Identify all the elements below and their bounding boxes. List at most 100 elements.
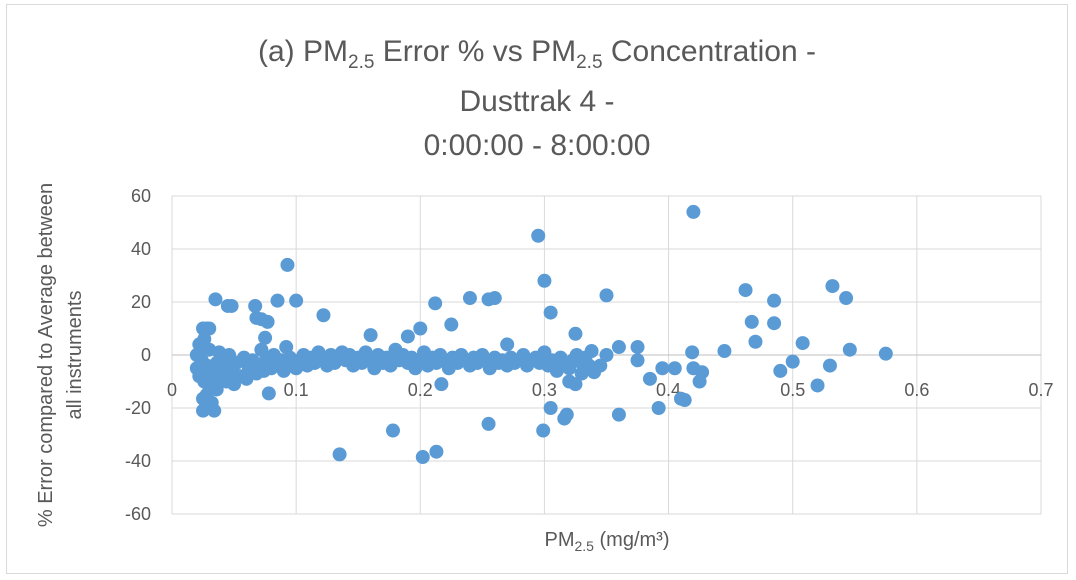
- data-point: [289, 293, 304, 308]
- data-point: [717, 344, 732, 359]
- data-point: [568, 326, 583, 341]
- x-tick-label: 0.3: [532, 380, 557, 400]
- data-point: [332, 447, 347, 462]
- data-point: [611, 340, 626, 355]
- data-point: [280, 257, 295, 272]
- data-point: [630, 340, 645, 355]
- data-point: [500, 337, 515, 352]
- data-point: [444, 317, 459, 332]
- y-axis-title: % Error compared to Average between all i…: [35, 183, 86, 527]
- x-axis-title: PM2.5 (mg/m³): [544, 529, 669, 554]
- data-point: [208, 292, 223, 307]
- data-point: [677, 393, 692, 408]
- data-point: [773, 363, 788, 378]
- y-axis-tick-labels: -60 -40 -20 0 20 40 60: [125, 186, 151, 524]
- data-point: [196, 391, 211, 406]
- title-text: Dusttrak 4 -: [459, 85, 614, 118]
- data-point: [487, 291, 502, 306]
- data-point: [248, 298, 263, 313]
- x-axis-tick-labels: 0 0.1 0.2 0.3 0.4 0.5 0.6 0.7: [167, 380, 1054, 400]
- data-point: [207, 403, 222, 418]
- y-tick-label: -40: [125, 451, 151, 471]
- data-point: [434, 377, 449, 392]
- data-point: [599, 348, 614, 362]
- data-point: [630, 353, 645, 368]
- data-point: [261, 386, 276, 401]
- title-line-3: 0:00:00 - 8:00:00: [424, 129, 651, 162]
- data-point: [767, 293, 782, 308]
- chart-title: (a) PM2.5 Error % vs PM2.5 Concentration…: [258, 35, 816, 162]
- y-tick-label: 40: [131, 239, 151, 259]
- data-point: [611, 407, 626, 422]
- data-point: [536, 423, 551, 438]
- data-point: [744, 314, 759, 329]
- data-point: [413, 321, 428, 336]
- y-tick-label: 20: [131, 292, 151, 312]
- y-tick-label: -60: [125, 504, 151, 524]
- data-point: [599, 288, 614, 303]
- title-line-1: (a) PM2.5 Error % vs PM2.5 Concentration…: [258, 35, 816, 73]
- data-point: [582, 358, 597, 373]
- data-point: [270, 293, 285, 308]
- data-point: [562, 374, 577, 389]
- x-tick-label: 0.1: [284, 380, 309, 400]
- data-point: [748, 334, 763, 349]
- scatter-chart: (a) PM2.5 Error % vs PM2.5 Concentration…: [35, 35, 1054, 554]
- title-text: (a) PM: [258, 35, 348, 68]
- y-axis-title-line-1: % Error compared to Average between: [35, 183, 57, 527]
- data-point: [481, 416, 496, 431]
- data-point: [839, 291, 854, 306]
- data-point: [202, 321, 217, 336]
- data-point: [543, 401, 558, 415]
- data-point: [197, 332, 212, 347]
- title-text: Concentration -: [603, 35, 816, 68]
- data-point: [825, 279, 840, 294]
- x-axis-title-text: PM: [544, 529, 574, 551]
- x-tick-label: 0.2: [408, 380, 433, 400]
- x-tick-label: 0: [167, 380, 177, 400]
- x-axis-title-units: (mg/m³): [594, 529, 670, 551]
- data-point: [276, 363, 291, 378]
- data-point: [810, 378, 825, 393]
- title-subscript: 2.5: [348, 52, 374, 73]
- data-point: [642, 371, 657, 386]
- data-point: [209, 382, 224, 397]
- x-axis-title-subscript: 2.5: [574, 538, 594, 554]
- data-point: [462, 291, 477, 306]
- data-point: [385, 423, 400, 438]
- x-tick-label: 0.7: [1028, 380, 1053, 400]
- data-point: [842, 342, 857, 357]
- data-point: [667, 361, 682, 376]
- x-tick-label: 0.5: [780, 380, 805, 400]
- data-point: [260, 314, 275, 329]
- data-point: [738, 283, 753, 298]
- data-point: [400, 329, 415, 344]
- y-tick-label: -20: [125, 398, 151, 418]
- data-point: [685, 345, 700, 360]
- title-text: Error % vs PM: [374, 35, 576, 68]
- data-point: [795, 336, 810, 351]
- data-point: [428, 296, 443, 311]
- data-point: [279, 340, 294, 355]
- data-points: [189, 204, 893, 465]
- x-tick-label: 0.4: [656, 380, 681, 400]
- data-point: [429, 444, 444, 459]
- y-axis-title-line-2: all instruments: [64, 291, 86, 420]
- title-line-2: Dusttrak 4 -: [459, 85, 614, 118]
- data-point: [557, 411, 572, 426]
- data-point: [196, 403, 211, 418]
- data-point: [686, 204, 701, 219]
- data-point: [316, 308, 331, 323]
- chart-frame: (a) PM2.5 Error % vs PM2.5 Concentration…: [6, 4, 1068, 574]
- y-tick-label: 0: [141, 345, 151, 365]
- data-point: [767, 316, 782, 331]
- title-subscript: 2.5: [576, 52, 602, 73]
- data-point: [822, 358, 837, 373]
- data-point: [686, 361, 701, 376]
- data-point: [415, 450, 430, 465]
- data-point: [537, 273, 552, 288]
- data-point: [363, 328, 378, 343]
- data-point: [655, 361, 670, 376]
- data-point: [785, 354, 800, 369]
- data-point: [651, 401, 666, 415]
